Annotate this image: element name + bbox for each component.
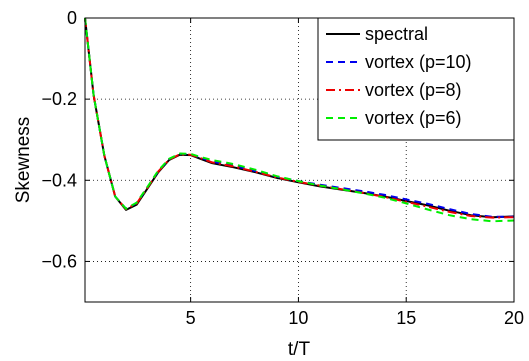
x-tick-label: 5 xyxy=(186,308,196,328)
x-tick-label: 15 xyxy=(396,308,416,328)
y-tick-label: −0.6 xyxy=(41,251,77,271)
axis-ticks: 5 10 15 20 −0.6 −0.4 −0.2 0 xyxy=(41,8,524,328)
legend-label-4: vortex (p=6) xyxy=(365,108,462,128)
x-axis-label: t/T xyxy=(288,339,311,360)
legend-label-1: spectral xyxy=(365,24,428,44)
plot-frame xyxy=(84,17,515,303)
x-tick-label: 20 xyxy=(504,308,524,328)
y-axis-label: Skewness xyxy=(13,117,34,204)
series-lines xyxy=(84,17,515,223)
x-tick-label: 10 xyxy=(288,308,308,328)
legend: spectral vortex (p=10) vortex (p=8) vortex … xyxy=(317,17,515,141)
legend-box xyxy=(317,17,515,141)
y-tick-label: −0.4 xyxy=(41,170,77,190)
series-line-1 xyxy=(84,17,515,219)
y-tick-label: 0 xyxy=(67,8,77,28)
y-tick-label: −0.2 xyxy=(41,89,77,109)
legend-label-2: vortex (p=10) xyxy=(365,52,472,72)
series-line-2 xyxy=(84,17,514,218)
grid xyxy=(85,18,514,302)
legend-items: spectral vortex (p=10) vortex (p=8) vortex … xyxy=(326,24,472,128)
legend-label-3: vortex (p=8) xyxy=(365,80,462,100)
